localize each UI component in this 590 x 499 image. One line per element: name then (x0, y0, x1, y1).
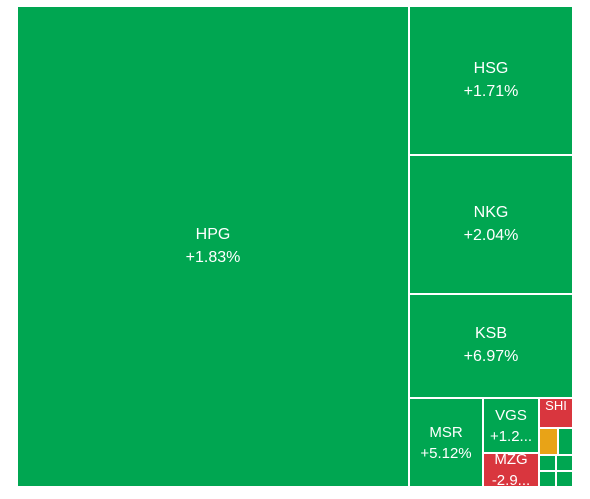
tile-symbol: NKG (473, 203, 509, 221)
tile-symbol: HPG (195, 225, 231, 243)
tile-symbol: MSR (429, 423, 463, 441)
tile-symbol: KSB (474, 325, 507, 342)
tile-hpg[interactable]: HPG +1.83% (18, 7, 408, 486)
tile-symbol: HSG (473, 59, 509, 77)
tile-unlabeled[interactable] (540, 472, 555, 486)
tile-change: +5.12% (420, 444, 472, 462)
tile-unlabeled[interactable] (540, 429, 557, 454)
tile-change: +2.04% (463, 226, 519, 244)
tile-mzg[interactable]: MZG -2.9... (484, 454, 538, 486)
tile-symbol: VGS (495, 406, 527, 424)
tile-change: +1.2... (489, 427, 533, 445)
tile-ksb[interactable]: KSB +6.97% (410, 295, 572, 397)
tile-unlabeled[interactable] (540, 456, 555, 470)
tile-unlabeled[interactable] (559, 429, 572, 454)
tile-nkg[interactable]: NKG +2.04% (410, 156, 572, 293)
tile-unlabeled[interactable] (557, 472, 572, 486)
tile-msr[interactable]: MSR +5.12% (410, 399, 482, 486)
tile-change: +1.71% (463, 82, 519, 100)
tile-hsg[interactable]: HSG +1.71% (410, 7, 572, 154)
tile-change: -2.9... (491, 472, 531, 486)
tile-symbol: SHI (545, 399, 567, 413)
tile-symbol: MZG (494, 454, 528, 468)
tile-shi[interactable]: SHI (540, 399, 572, 427)
tile-change: +6.97% (463, 348, 519, 365)
tile-change: +1.83% (185, 248, 241, 266)
tile-vgs[interactable]: VGS +1.2... (484, 399, 538, 452)
stock-treemap: HPG +1.83% HSG +1.71% NKG +2.04% KSB +6.97% MSR +… (18, 7, 572, 486)
tile-unlabeled[interactable] (557, 456, 572, 470)
